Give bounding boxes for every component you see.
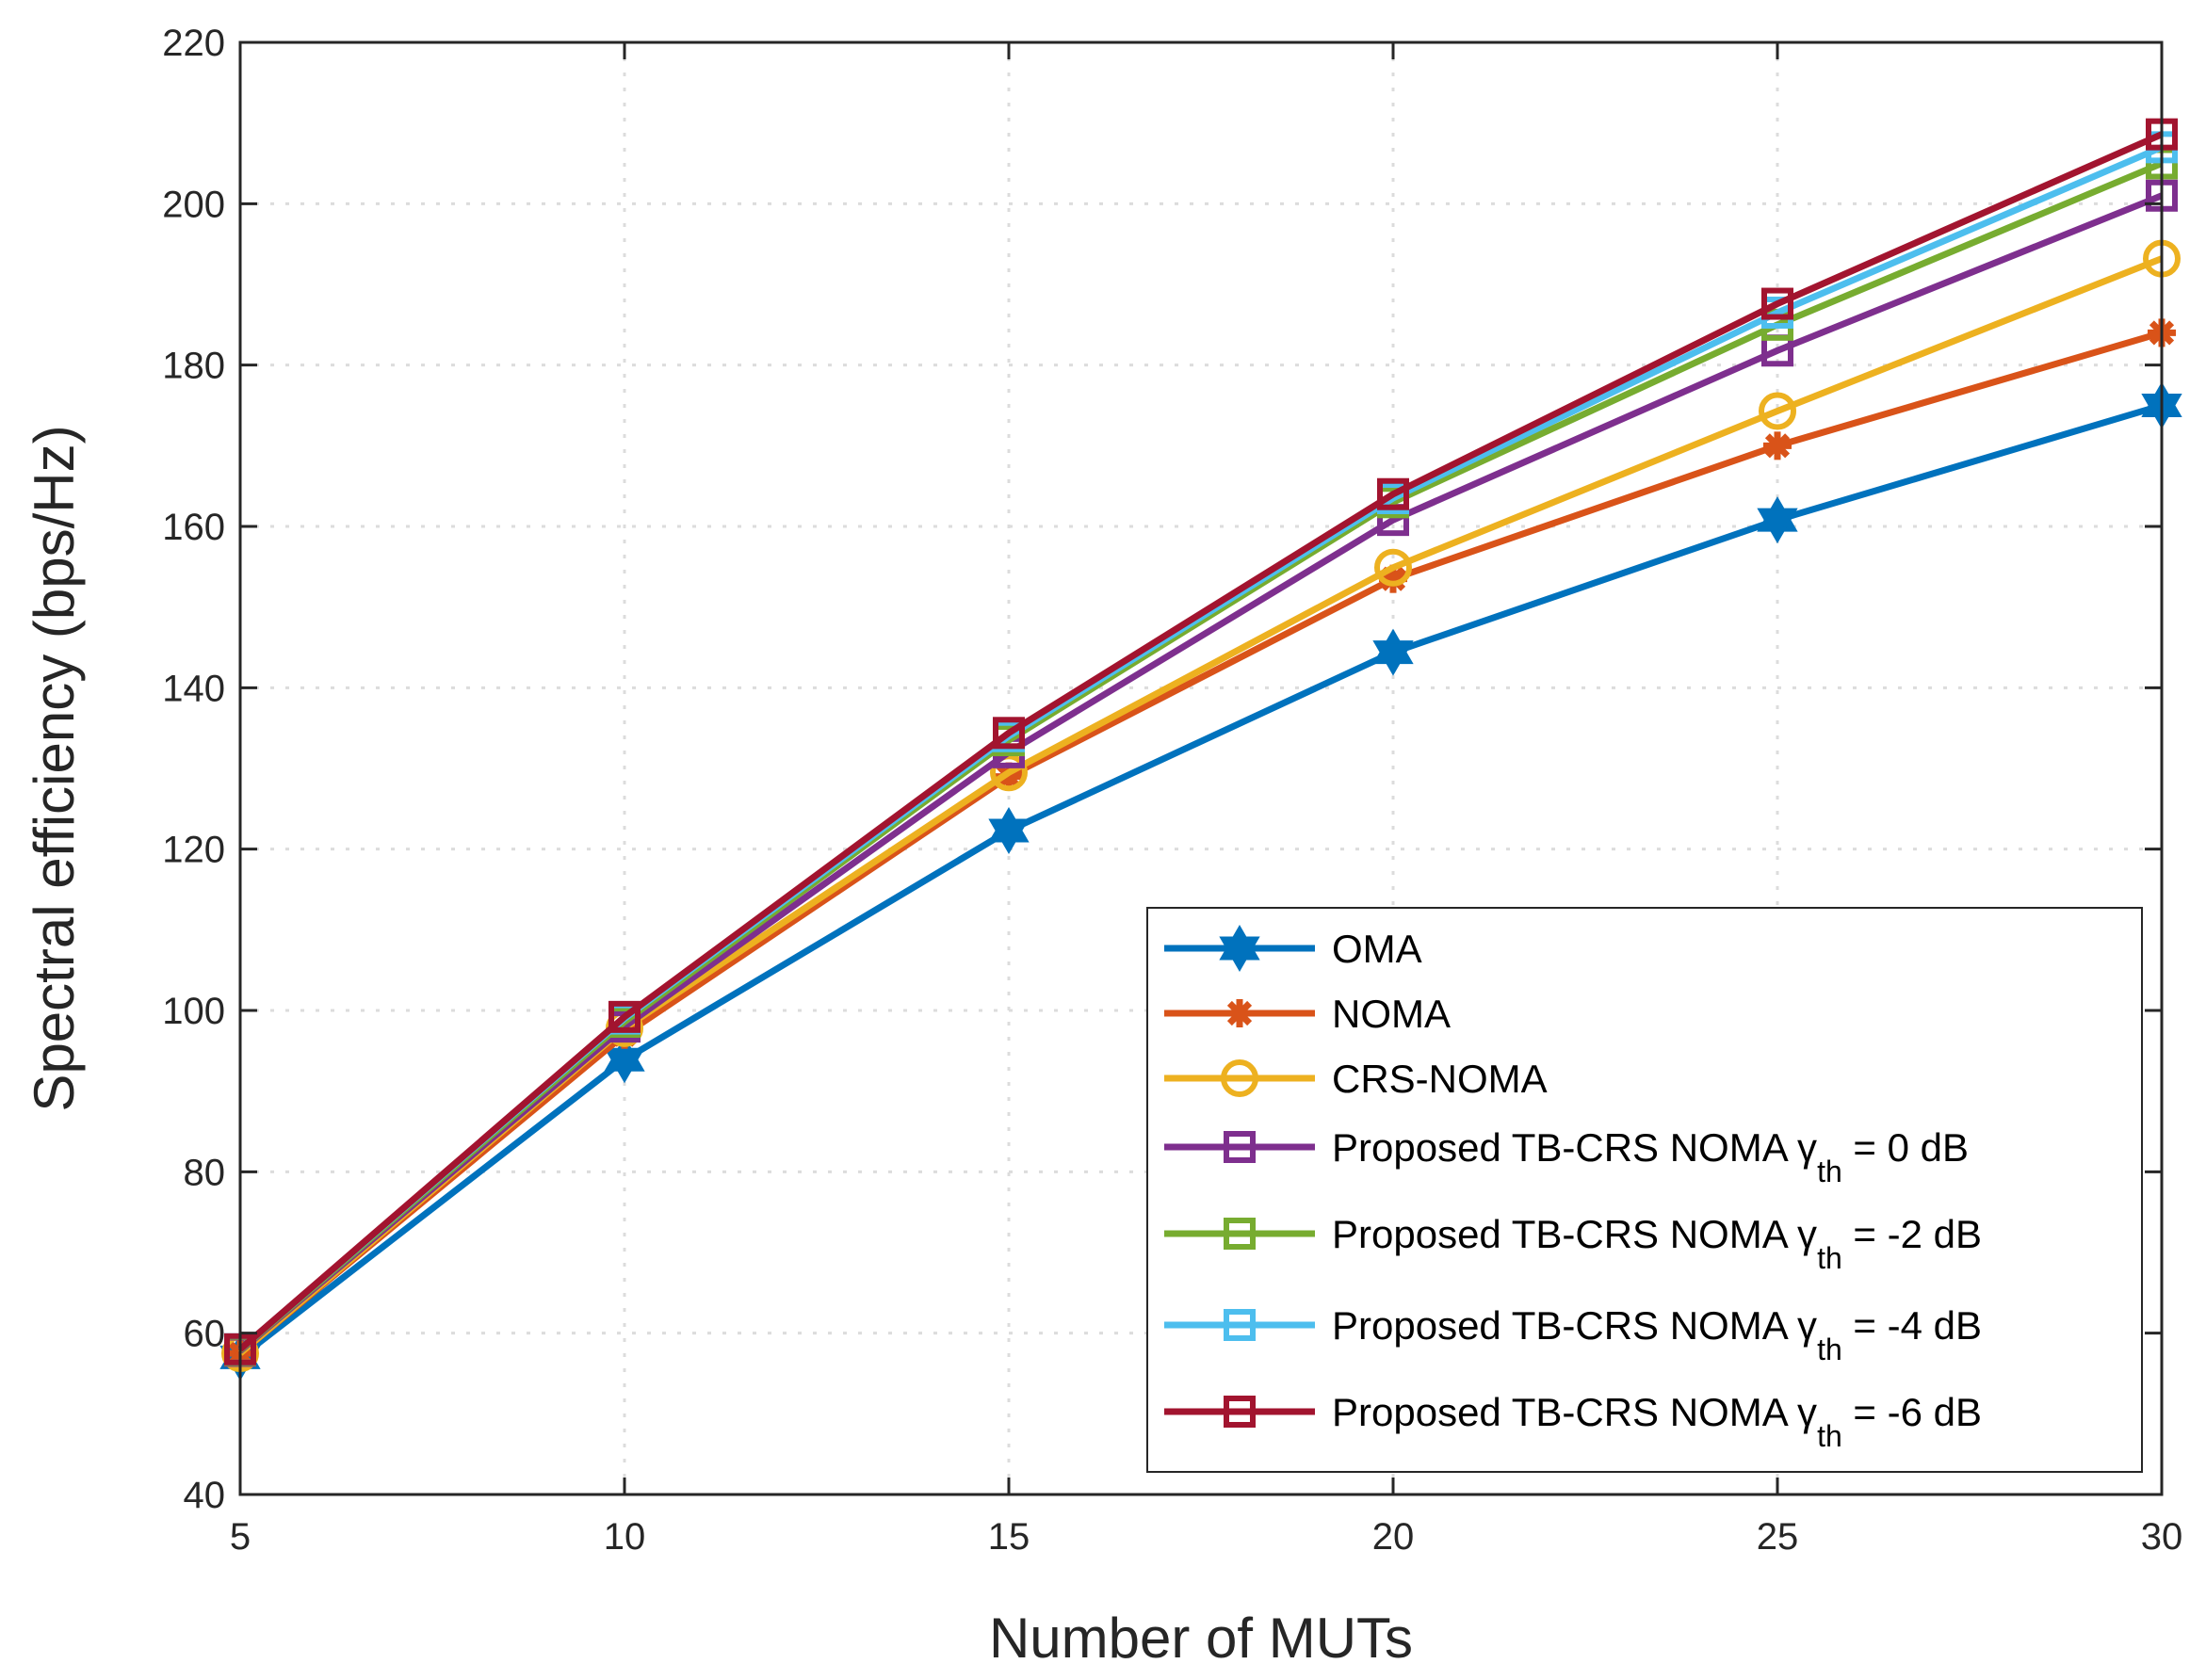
y-tick-label: 180 [162,346,225,387]
x-tick-label: 5 [230,1516,251,1558]
axes-box [238,40,2164,1496]
x-axis-label: Number of MUTs [989,1607,1413,1670]
legend-label: Proposed TB-CRS NOMA γth = -4 dB [1332,1303,1982,1366]
data-point [1759,392,1796,430]
data-point [604,1036,645,1084]
legend-marker [1224,1396,1256,1428]
data-point [1763,431,1792,460]
legend-label: Proposed TB-CRS NOMA γth = -6 dB [1332,1390,1982,1453]
legend-box [1146,907,2143,1473]
data-point [1374,548,1412,587]
data-point [1372,628,1414,676]
y-tick-label: 120 [162,830,225,871]
legend-label-main: Proposed TB-CRS NOMA γ [1332,1303,1817,1348]
x-tick-label: 25 [1757,1516,1799,1558]
legend-label-main: OMA [1332,927,1422,971]
legend-label: OMA [1332,927,1422,971]
data-point [1761,287,1793,320]
legend-label-tail: = -4 dB [1842,1303,1982,1348]
x-tick-label: 15 [988,1516,1030,1558]
y-tick-label: 140 [162,668,225,709]
series-line [237,131,2164,1352]
legend-entry: CRS-NOMA [1164,1057,1548,1101]
legend-label-main: CRS-NOMA [1332,1057,1548,1101]
legend-marker [1224,1309,1256,1341]
legend-marker [1224,1131,1256,1163]
y-tick-label: 100 [162,991,225,1032]
data-point [990,753,1028,792]
legend-label-tail: = -6 dB [1842,1390,1982,1434]
legend-label-sub: th [1817,1333,1842,1366]
legend-marker [1221,1059,1258,1097]
data-point [988,806,1030,854]
legend-label-sub: th [1817,1241,1842,1275]
y-axis-label: Spectral efficiency (bps/Hz) [23,425,86,1111]
data-point [608,1000,641,1033]
series-6 [224,118,2178,1365]
x-tick-label: 20 [1372,1516,1415,1558]
legend-marker [1219,925,1260,972]
x-tick-label: 30 [2141,1516,2183,1558]
legend-marker [1224,1218,1256,1250]
legend-entry: Proposed TB-CRS NOMA γth = -2 dB [1164,1212,1982,1275]
legend-label: NOMA [1332,992,1451,1036]
legend-label-main: Proposed TB-CRS NOMA γ [1332,1125,1817,1170]
data-point [1757,496,1798,544]
y-tick-label: 220 [162,23,225,64]
legend-label: Proposed TB-CRS NOMA γth = 0 dB [1332,1125,1969,1188]
legend-label-main: Proposed TB-CRS NOMA γ [1332,1212,1817,1256]
legend-marker [1225,999,1254,1027]
y-tick-label: 60 [184,1314,226,1355]
legend-entry: NOMA [1164,992,1451,1036]
x-tick-label: 10 [604,1516,646,1558]
legend-label-tail: = 0 dB [1842,1125,1969,1170]
y-tick-label: 40 [184,1475,226,1516]
ticks: 5 10 15 20 25 30 40 60 80 100 120 140 160 180 200 220 [162,23,2182,1558]
series-group [219,118,2182,1381]
legend-entry: Proposed TB-CRS NOMA γth = 0 dB [1164,1125,1969,1188]
legend-label: CRS-NOMA [1332,1057,1548,1101]
y-tick-label: 80 [184,1152,226,1193]
legend-label-sub: th [1817,1419,1842,1453]
legend-label-main: NOMA [1332,992,1451,1036]
legend-entry: OMA [1164,925,1422,972]
legend-label-main: Proposed TB-CRS NOMA γ [1332,1390,1817,1434]
y-tick-label: 200 [162,184,225,225]
series-line [237,402,2164,1361]
series-line [237,330,2163,1356]
legend-label-tail: = -2 dB [1842,1212,1982,1256]
legend-entry: Proposed TB-CRS NOMA γth = -4 dB [1164,1303,1982,1366]
legend-entry: Proposed TB-CRS NOMA γth = -6 dB [1164,1390,1982,1453]
y-tick-label: 160 [162,507,225,548]
legend: OMA NOMA CRS-NOMA Proposed TB-CRS NOMA γth … [1146,907,2143,1473]
data-point [993,717,1025,750]
legend-label: Proposed TB-CRS NOMA γth = -2 dB [1332,1212,1982,1275]
data-point [1377,477,1409,510]
legend-label-sub: th [1817,1155,1842,1188]
